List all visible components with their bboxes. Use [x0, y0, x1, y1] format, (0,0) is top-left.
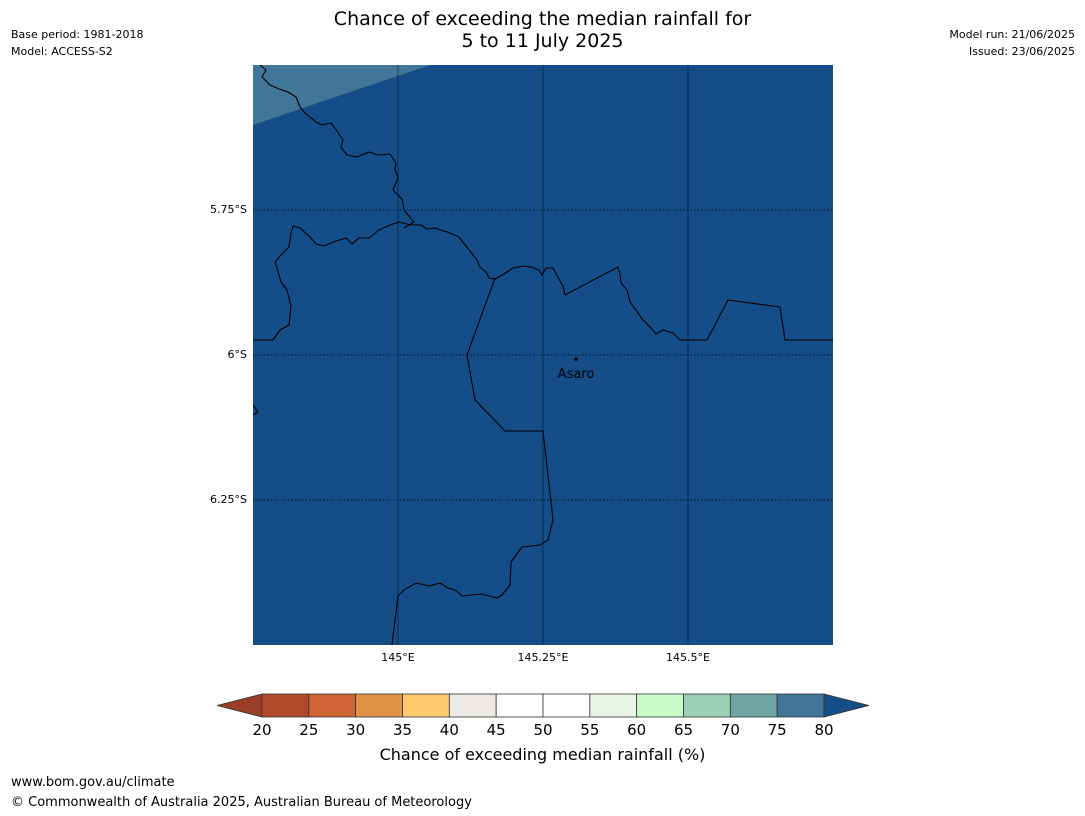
province-boundary [564, 266, 833, 341]
colorbar-tick-label: 75 [768, 721, 787, 739]
colorbar-cell [542, 693, 591, 718]
colorbar-tick-label: 70 [721, 721, 740, 739]
lat-label: 6°S [228, 348, 247, 361]
boundary-line [253, 404, 259, 416]
town-label: Asaro [558, 367, 595, 382]
colorbar-cell [729, 693, 778, 718]
map-area: Asaro [253, 65, 833, 645]
footer-copyright: © Commonwealth of Australia 2025, Austra… [11, 795, 472, 810]
issued-text: Issued: 23/06/2025 [968, 45, 1075, 58]
footer-url: www.bom.gov.au/climate [11, 775, 175, 790]
province-boundary [391, 277, 554, 645]
title-line-2: 5 to 11 July 2025 [461, 30, 624, 52]
colorbar-tick-label: 45 [487, 721, 506, 739]
colorbar: 20 25 30 35 40 45 50 55 60 65 70 75 80 [216, 693, 870, 739]
colorbar-cell [402, 693, 450, 718]
colorbar-tick-label: 35 [393, 721, 412, 739]
colorbar-cell [308, 693, 357, 718]
title-line-1: Chance of exceeding the median rainfall … [333, 8, 752, 30]
colorbar-cell [355, 693, 403, 718]
colorbar-cell [776, 693, 825, 718]
colorbar-tick-label: 65 [674, 721, 693, 739]
base-period-text: Base period: 1981-2018 [11, 28, 144, 41]
meta-left: Base period: 1981-2018 Model: ACCESS-S2 [11, 26, 143, 60]
higher-category-region [253, 65, 430, 125]
colorbar-tick-label: 80 [814, 721, 833, 739]
boundary-line [259, 65, 415, 229]
colorbar-cell [448, 693, 497, 718]
lon-label: 145°E [381, 651, 414, 664]
town-marker [574, 357, 578, 361]
colorbar-tick-label: 55 [580, 721, 599, 739]
colorbar-tick-label: 50 [533, 721, 552, 739]
region-boundary [253, 221, 566, 341]
colorbar-label: Chance of exceeding median rainfall (%) [379, 745, 706, 764]
colorbar-cell [636, 693, 684, 718]
colorbar-cell [589, 693, 638, 718]
lon-label: 145.25°E [518, 651, 569, 664]
colorbar-tick-label: 40 [440, 721, 459, 739]
colorbar-low-extend [216, 693, 263, 718]
meta-right: Model run: 21/06/2025 Issued: 23/06/2025 [949, 26, 1075, 60]
chart-title: Chance of exceeding the median rainfall … [0, 8, 1085, 52]
colorbar-cell [495, 693, 544, 718]
lat-label: 5.75°S [210, 203, 247, 216]
lon-label: 145.5°E [666, 651, 710, 664]
colorbar-tick-label: 25 [299, 721, 318, 739]
model-text: Model: ACCESS-S2 [11, 45, 113, 58]
colorbar-tick-label: 30 [346, 721, 365, 739]
colorbar-cell [261, 693, 310, 718]
colorbar-tick-label: 60 [627, 721, 646, 739]
colorbar-tick-label: 20 [252, 721, 271, 739]
lat-label: 6.25°S [210, 493, 247, 506]
colorbar-cell [683, 693, 731, 718]
model-run-text: Model run: 21/06/2025 [949, 28, 1075, 41]
colorbar-high-extend [823, 693, 870, 718]
